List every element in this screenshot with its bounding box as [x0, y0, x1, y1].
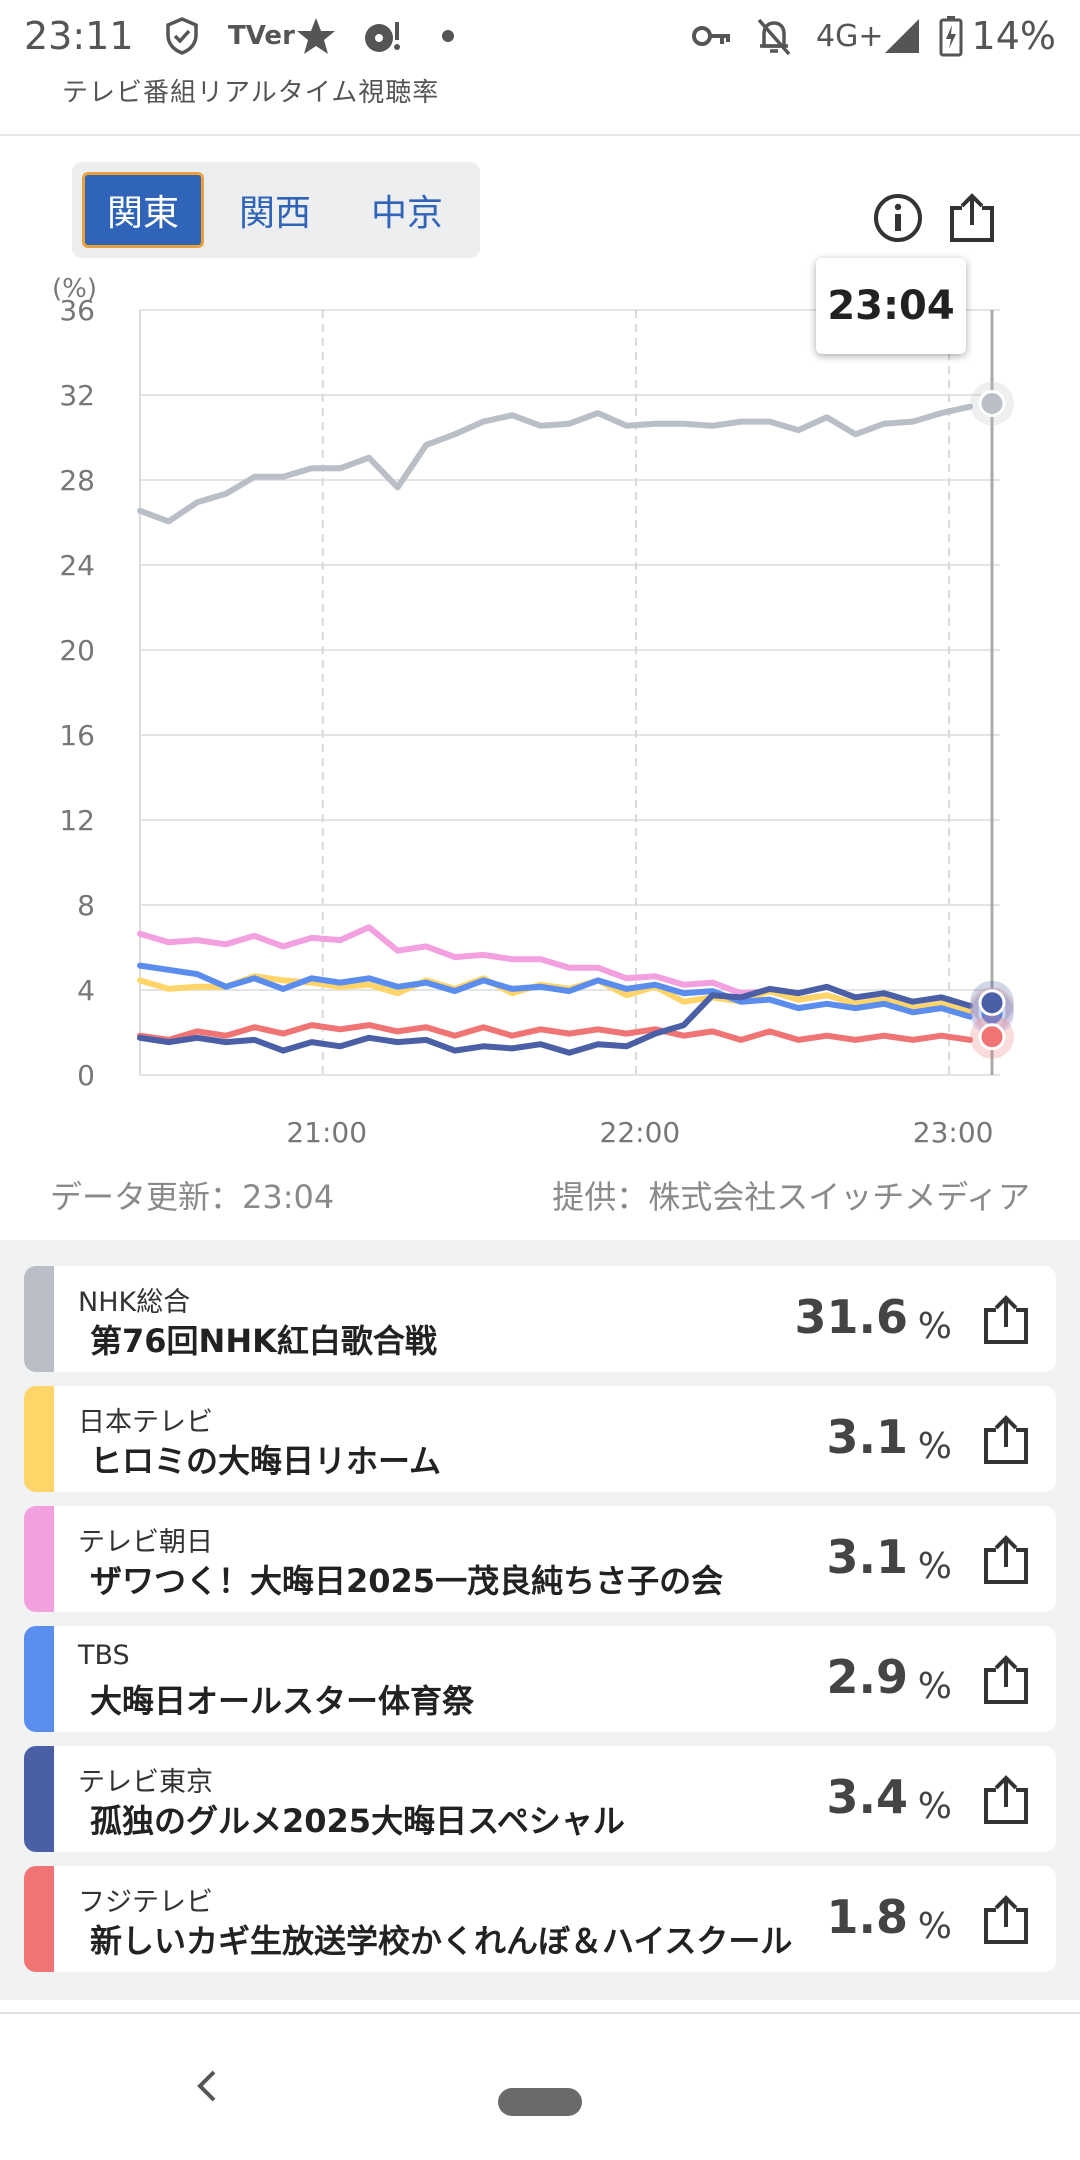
rating-unit: %: [917, 1666, 952, 1707]
series-line: [137, 403, 973, 525]
y-axis-label: (%): [52, 274, 97, 304]
tab-chukyo[interactable]: 中京: [370, 193, 443, 234]
rating-unit: %: [917, 1906, 952, 1947]
program-title: 新しいカギ生放送学校かくれんぼ＆ハイスクール: [90, 1922, 793, 1960]
rating-value: 1.8: [826, 1890, 909, 1944]
rating-value: 3.1: [826, 1530, 909, 1584]
share-icon[interactable]: [980, 1294, 1032, 1346]
rating-unit: %: [917, 1306, 952, 1347]
channel-name: フジテレビ: [78, 1887, 213, 1918]
channel-color-stripe: [24, 1266, 54, 1372]
app-header: テレビ番組リアルタイム視聴率: [0, 68, 1080, 136]
series-line: [137, 1022, 973, 1043]
y-tick-label: 16: [59, 719, 95, 752]
series-line: [137, 983, 973, 1056]
key-icon: [690, 16, 734, 56]
network-type: 4G+: [816, 18, 884, 54]
program-card[interactable]: NHK総合第76回NHK紅白歌合戦 31.6%: [24, 1266, 1056, 1372]
series-end-marker: [978, 390, 1006, 417]
series-end-marker: [978, 1023, 1006, 1051]
tab-kansai[interactable]: 関西: [238, 193, 311, 234]
share-icon[interactable]: [980, 1534, 1032, 1586]
nav-bar: [0, 2012, 1080, 2160]
rating-unit: %: [917, 1786, 952, 1827]
rating-value: 3.1: [826, 1410, 909, 1464]
bell-off-icon: [752, 16, 796, 56]
series-line: [137, 962, 973, 1020]
time-tooltip: 23:04: [816, 258, 966, 354]
home-pill-icon[interactable]: [498, 2088, 582, 2116]
program-title: 大晦日オールスター体育祭: [90, 1682, 475, 1720]
share-icon[interactable]: [980, 1894, 1032, 1946]
program-card[interactable]: 日本テレビヒロミの大晦日リホーム 3.1%: [24, 1386, 1056, 1492]
y-tick-label: 8: [77, 889, 95, 922]
shield-check-icon: [160, 16, 204, 56]
program-title: ザワつく！大晦日2025一茂良純ちさ子の会: [90, 1562, 724, 1600]
page-title: テレビ番組リアルタイム視聴率: [62, 78, 440, 108]
y-tick-label: 24: [59, 549, 95, 582]
status-bar: 23:11 TVer 4G+ 14%: [0, 0, 1080, 75]
series-end-marker: [978, 989, 1006, 1017]
program-title: 第76回NHK紅白歌合戦: [90, 1322, 437, 1360]
ratings-chart[interactable]: 36 32 28 24 20 16 12 8 4 0 (%) 21:00 22:00 23:00: [0, 270, 1080, 1150]
channel-color-stripe: [24, 1866, 54, 1972]
tab-kanto[interactable]: 関東: [82, 172, 204, 248]
channel-name: NHK総合: [78, 1287, 191, 1318]
y-tick-label: 28: [59, 464, 95, 497]
x-tick-label: 23:00: [913, 1116, 994, 1149]
rating-value: 2.9: [826, 1650, 909, 1704]
program-title: 孤独のグルメ2025大晦日スペシャル: [90, 1802, 625, 1840]
y-tick-label: 12: [59, 804, 95, 837]
channel-color-stripe: [24, 1626, 54, 1732]
rating-unit: %: [917, 1426, 952, 1467]
battery-level: 14%: [971, 14, 1056, 58]
rating-unit: %: [917, 1546, 952, 1587]
channel-color-stripe: [24, 1386, 54, 1492]
share-icon[interactable]: [980, 1414, 1032, 1466]
dot-icon: [438, 16, 458, 56]
battery-charging-icon: [936, 16, 966, 57]
back-icon[interactable]: [192, 2066, 222, 2106]
provider-note: 提供：株式会社スイッチメディア: [552, 1178, 1030, 1216]
channel-color-stripe: [24, 1506, 54, 1612]
y-tick-label: 20: [59, 634, 95, 667]
signal-icon: [882, 16, 922, 56]
star-icon: [294, 16, 338, 56]
media-icon: [360, 16, 404, 56]
data-updated: データ更新：23:04: [50, 1178, 335, 1216]
channel-name: テレビ東京: [78, 1767, 213, 1798]
program-card[interactable]: テレビ東京孤独のグルメ2025大晦日スペシャル 3.4%: [24, 1746, 1056, 1852]
share-icon[interactable]: [980, 1774, 1032, 1826]
program-card[interactable]: TBS 大晦日オールスター体育祭 2.9%: [24, 1626, 1056, 1732]
share-icon[interactable]: [946, 192, 998, 244]
y-tick-label: 0: [77, 1059, 95, 1092]
y-tick-label: 36: [59, 294, 95, 327]
x-tick-label: 21:00: [286, 1116, 367, 1149]
info-icon[interactable]: [872, 192, 924, 244]
channel-name: テレビ朝日: [78, 1527, 213, 1558]
y-tick-label: 32: [59, 379, 95, 412]
share-icon[interactable]: [980, 1654, 1032, 1706]
rating-value: 31.6: [794, 1290, 909, 1344]
rating-value: 3.4: [826, 1770, 909, 1824]
x-tick-label: 22:00: [600, 1116, 681, 1149]
channel-color-stripe: [24, 1746, 54, 1852]
y-tick-label: 4: [77, 974, 95, 1007]
tver-icon: TVer: [228, 21, 295, 51]
program-title: ヒロミの大晦日リホーム: [90, 1442, 442, 1480]
region-tabs: 関東 関西 中京: [72, 162, 480, 258]
channel-name: TBS: [78, 1640, 130, 1671]
channel-name: 日本テレビ: [78, 1407, 213, 1438]
program-card[interactable]: テレビ朝日ザワつく！大晦日2025一茂良純ちさ子の会 3.1%: [24, 1506, 1056, 1612]
chart-svg: 36 32 28 24 20 16 12 8 4 0 (%) 21:00 22:00 23:00: [52, 274, 1014, 1149]
program-card[interactable]: フジテレビ新しいカギ生放送学校かくれんぼ＆ハイスクール 1.8%: [24, 1866, 1056, 1972]
status-time: 23:11: [24, 14, 134, 58]
